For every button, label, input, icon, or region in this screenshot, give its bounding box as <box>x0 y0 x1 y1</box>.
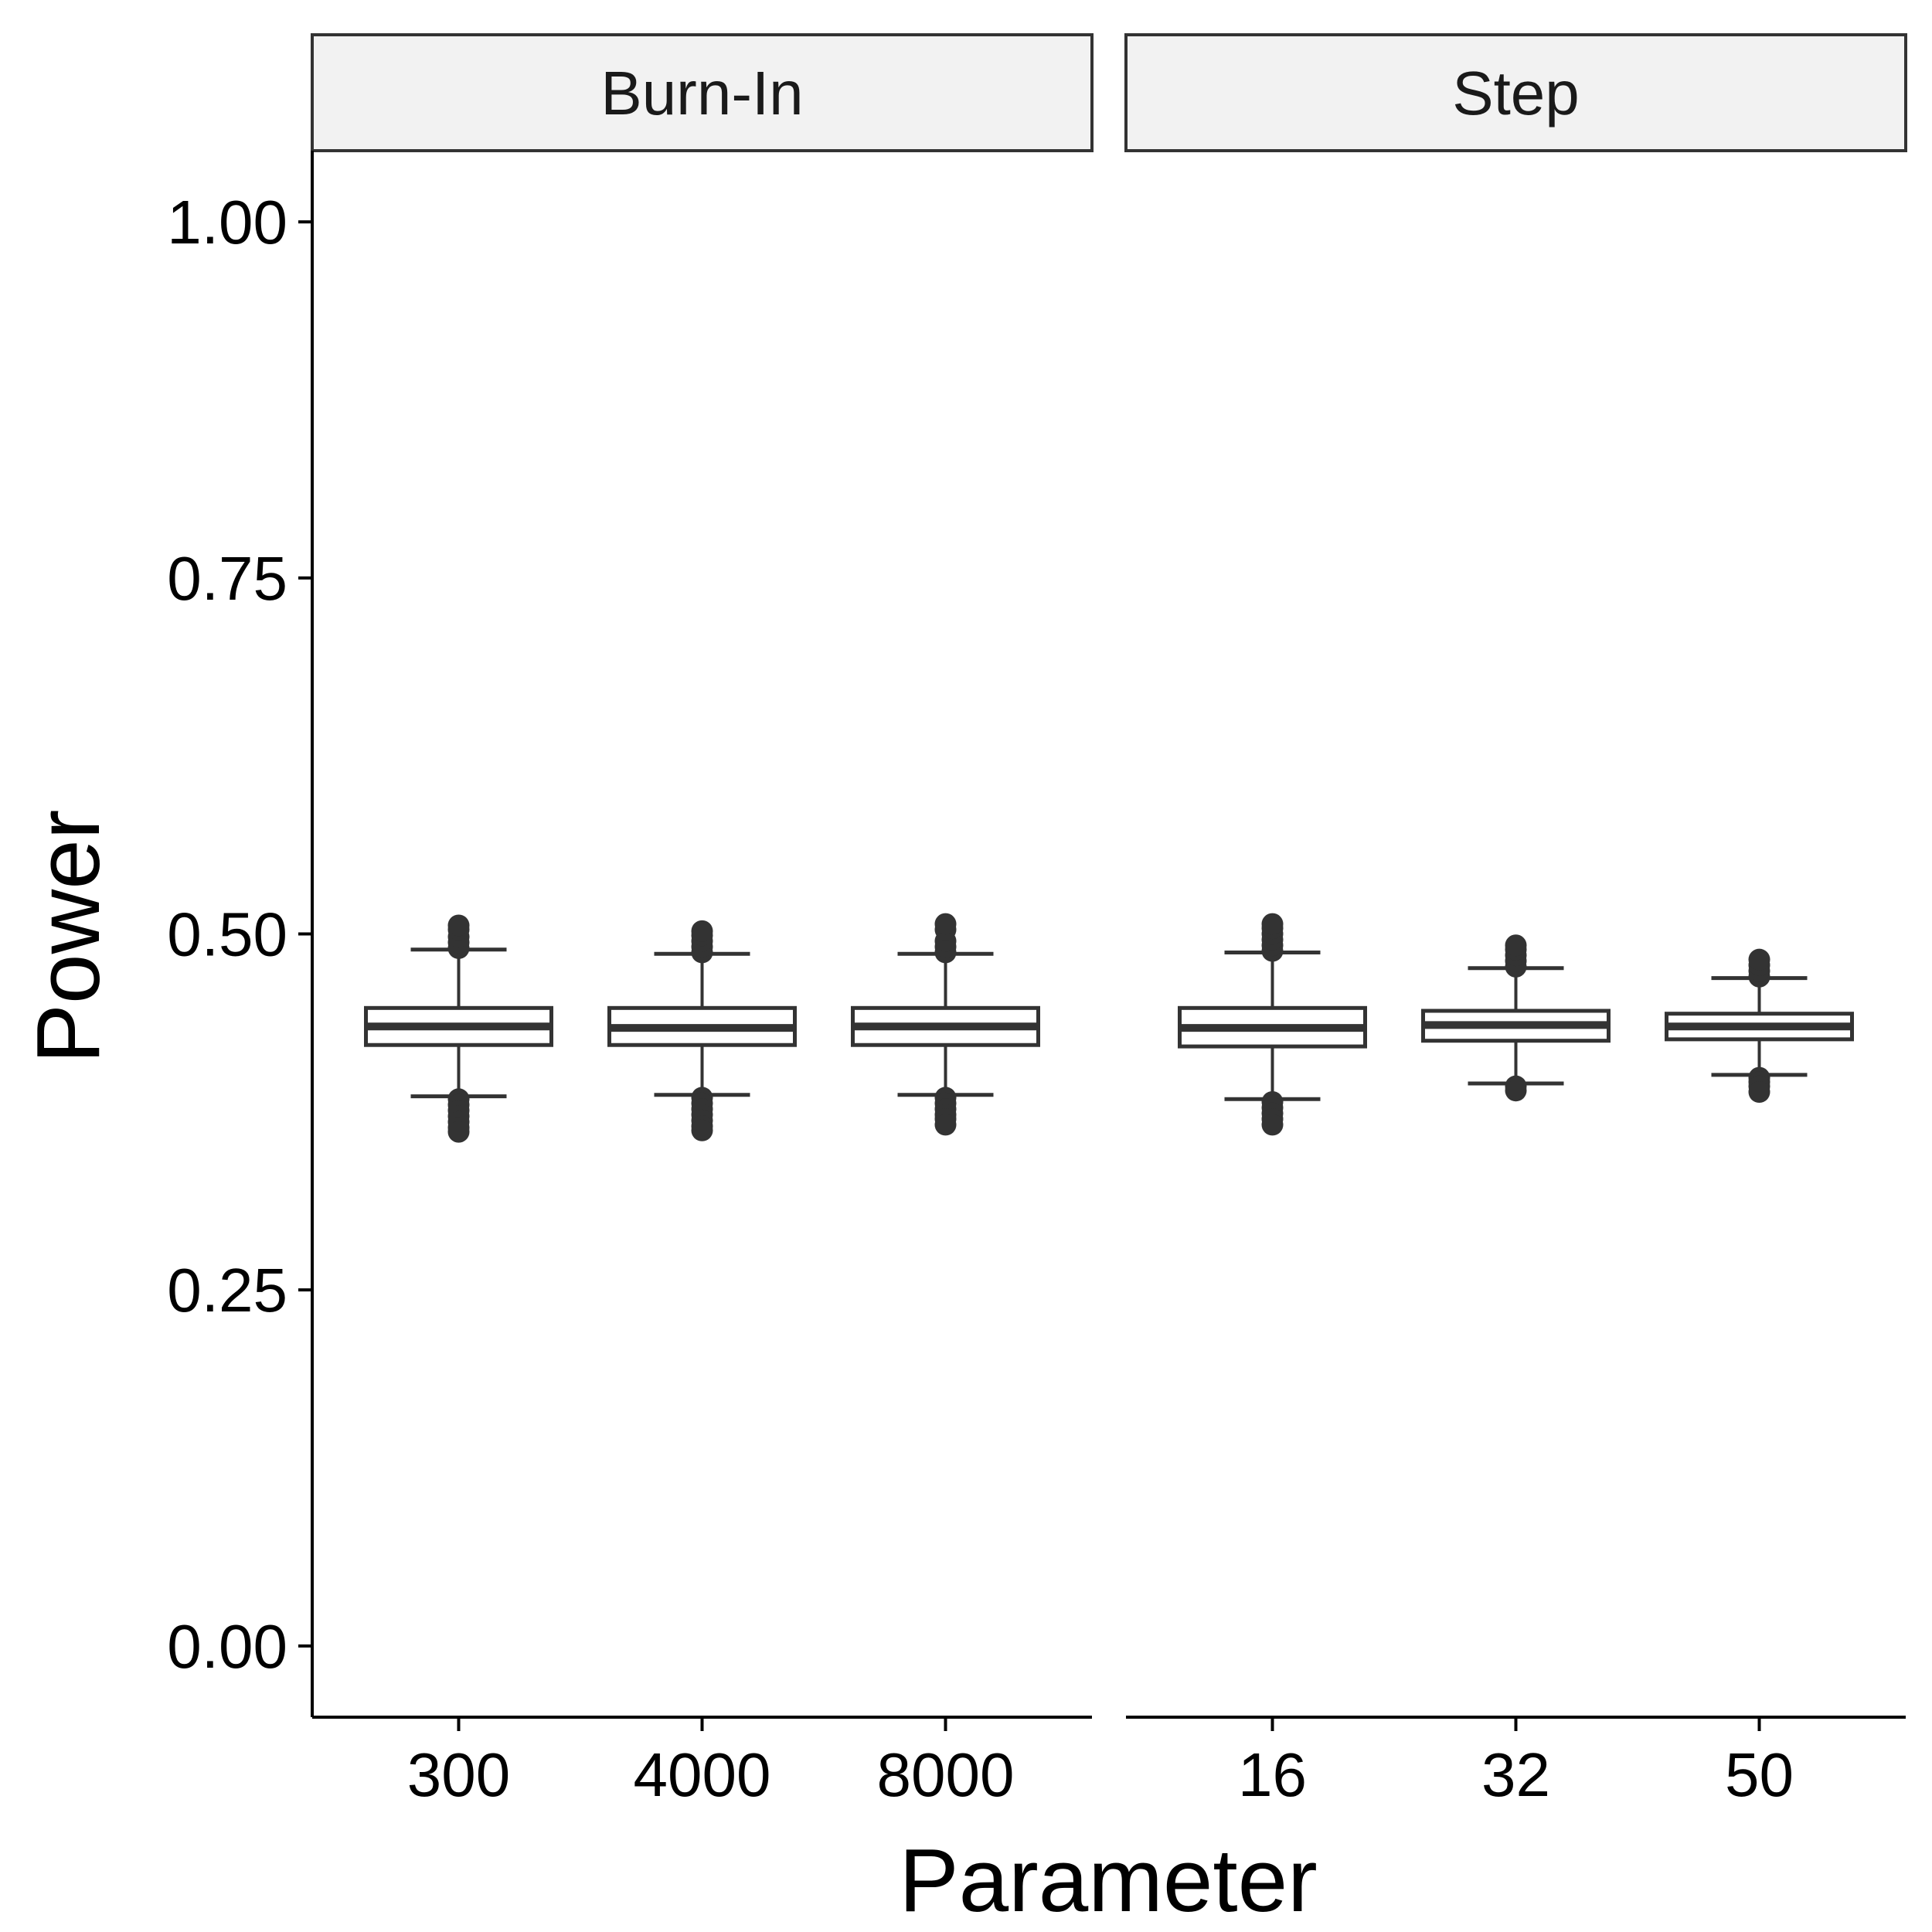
y-axis-title: Power <box>18 810 118 1064</box>
box-8000 <box>851 913 1040 1136</box>
x-tick-label: 300 <box>407 1740 510 1809</box>
facet-panel-0: Burn-In 300 4000 8000 <box>311 33 1094 1809</box>
outlier-point <box>1261 913 1284 935</box>
outlier-point <box>1748 1081 1770 1104</box>
box-4000 <box>607 920 797 1141</box>
outlier-point <box>934 913 957 935</box>
facets-layer: Burn-In 300 4000 8000 Step 16 32 50 <box>311 33 1907 1809</box>
facet-strip-label: Step <box>1452 59 1580 128</box>
box-16 <box>1178 913 1367 1136</box>
outlier-point <box>1505 934 1527 957</box>
outlier-point <box>691 1119 713 1141</box>
x-tick-label: 8000 <box>877 1740 1015 1809</box>
x-tick-label: 4000 <box>634 1740 771 1809</box>
y-tick-label: 0.00 <box>167 1612 287 1681</box>
box-32 <box>1421 934 1611 1102</box>
outlier-point <box>934 1114 957 1136</box>
x-tick-label: 50 <box>1725 1740 1794 1809</box>
outlier-point <box>691 920 713 942</box>
box-300 <box>364 914 553 1143</box>
box-50 <box>1665 948 1854 1104</box>
y-tick-label: 0.25 <box>167 1256 287 1325</box>
y-tick-label: 0.75 <box>167 544 287 613</box>
outlier-point <box>447 914 470 937</box>
facet-strip-label: Burn-In <box>600 59 803 128</box>
x-axis-title: Parameter <box>899 1830 1318 1930</box>
y-tick-label: 0.50 <box>167 900 287 969</box>
facet-strip <box>1124 33 1907 152</box>
x-tick-label: 16 <box>1238 1740 1307 1809</box>
outlier-point <box>1261 1114 1284 1136</box>
y-axis: 0.00 0.25 0.50 0.75 1.00 <box>167 151 314 1717</box>
x-tick-label: 32 <box>1481 1740 1550 1809</box>
facet-panel-1: Step 16 32 50 <box>1124 33 1907 1809</box>
outlier-point <box>447 1121 470 1143</box>
outlier-point <box>1505 1080 1527 1102</box>
outlier-point <box>1748 948 1770 971</box>
facet-strip <box>311 33 1094 152</box>
y-tick-label: 1.00 <box>167 188 287 257</box>
